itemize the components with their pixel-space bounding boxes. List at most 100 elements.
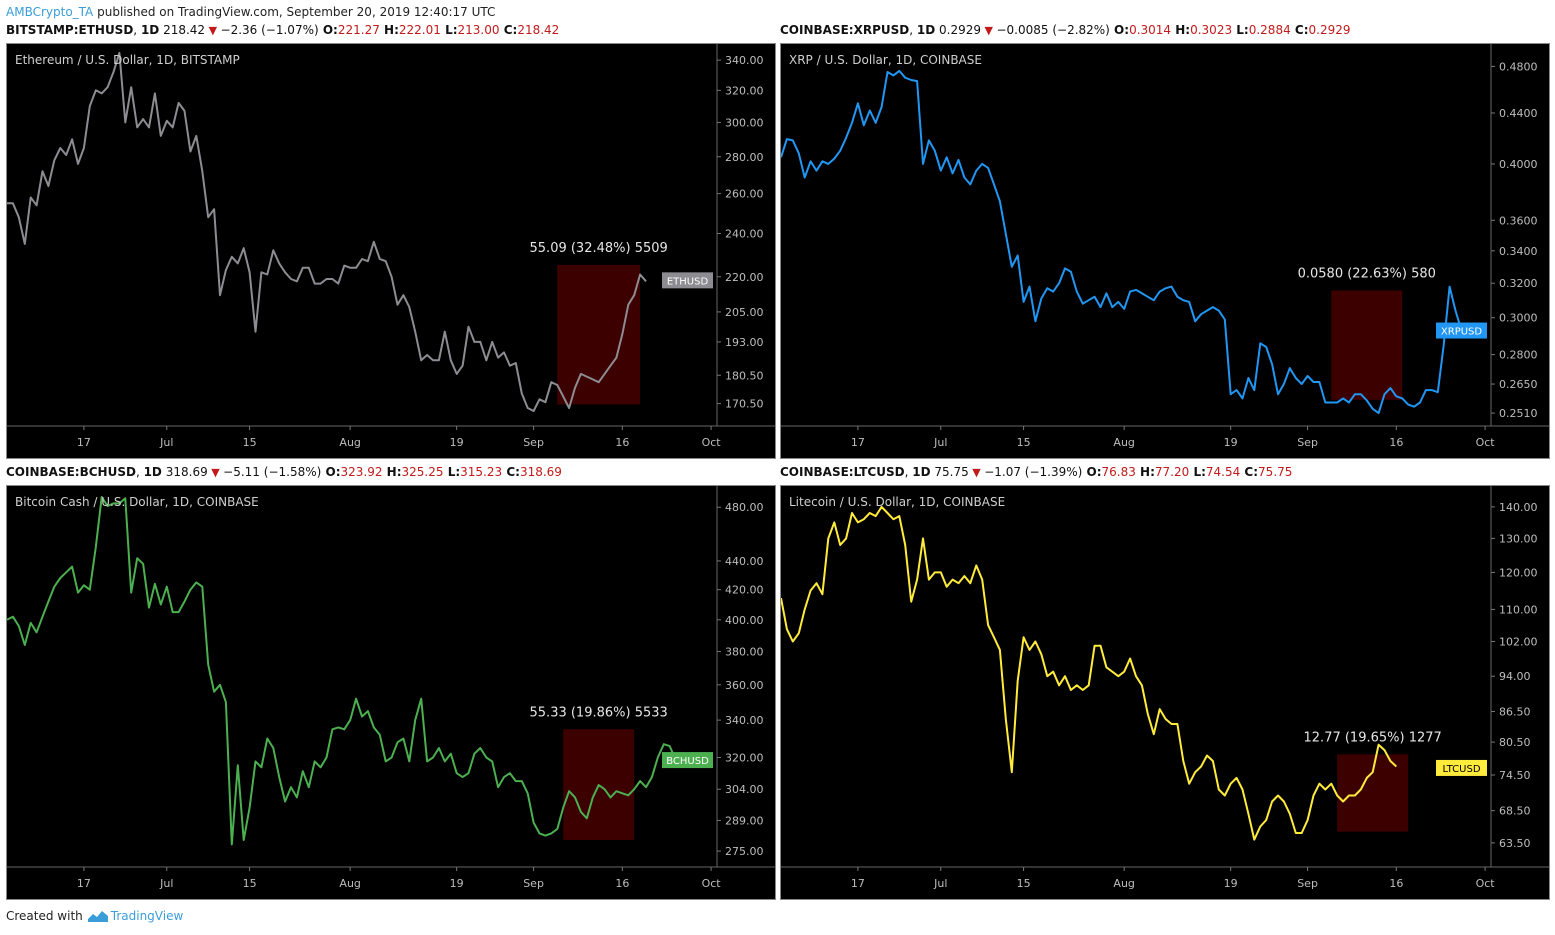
ohlc-value-h: 325.25 xyxy=(401,465,444,479)
y-tick-label: 68.50 xyxy=(1499,805,1531,818)
x-tick-label: Oct xyxy=(702,436,722,449)
ohlc-label-l: L: xyxy=(1189,465,1206,479)
price-series-line xyxy=(7,496,677,846)
x-tick-label: Aug xyxy=(339,877,360,890)
ohlc-value-c: 318.69 xyxy=(519,465,562,479)
last-price: 0.2929 xyxy=(939,23,982,37)
down-arrow-icon: ▼ xyxy=(205,24,221,37)
ohlc-value-o: 221.27 xyxy=(337,23,380,37)
ticker-badge-label: LTCUSD xyxy=(1442,764,1480,775)
ltc-chart-title: Litecoin / U.S. Dollar, 1D, COINBASE xyxy=(789,495,1006,509)
ohlc-label-l: L: xyxy=(443,465,461,479)
tradingview-logo-icon xyxy=(87,911,108,922)
ohlc-label-l: L: xyxy=(1232,23,1249,37)
chart-canvas: 480.00 440.00 420.00 400.00 380.00 360.00 340.… xyxy=(7,486,775,890)
x-tick-label: 16 xyxy=(615,877,629,890)
ohlc-label-h: H: xyxy=(382,465,402,479)
x-tick-label: Jul xyxy=(159,877,173,890)
y-tick-label: 80.50 xyxy=(1499,736,1531,749)
y-tick-label: 420.00 xyxy=(725,584,764,597)
x-tick-label: 15 xyxy=(243,877,257,890)
x-tick-label: Jul xyxy=(159,436,173,449)
x-tick-label: 15 xyxy=(1017,436,1031,449)
x-tick-label: Sep xyxy=(1297,877,1318,890)
xrp-chart-title: XRP / U.S. Dollar, 1D, COINBASE xyxy=(789,53,982,67)
price-change: −2.36 (−1.07%) xyxy=(220,23,319,37)
measure-box[interactable] xyxy=(557,264,641,405)
symbol-name: COINBASE:LTCUSD xyxy=(780,465,905,479)
ohlc-value-o: 323.92 xyxy=(340,465,383,479)
price-series-line xyxy=(781,69,1463,415)
measure-box[interactable] xyxy=(1337,754,1409,832)
y-tick-label: 0.2510 xyxy=(1499,407,1538,420)
price-series-line xyxy=(7,51,647,412)
price-change: −5.11 (−1.58%) xyxy=(223,465,322,479)
ohlc-value-h: 222.01 xyxy=(398,23,441,37)
measure-box[interactable] xyxy=(1331,290,1403,400)
ohlc-value-h: 77.20 xyxy=(1154,465,1190,479)
tradingview-link[interactable]: TradingView xyxy=(110,909,184,923)
interval-label: 1D xyxy=(916,23,936,37)
ohlc-label-h: H: xyxy=(379,23,399,37)
ohlc-label-c: C: xyxy=(1290,23,1309,37)
y-tick-label: 360.00 xyxy=(725,679,764,692)
y-tick-label: 63.50 xyxy=(1499,837,1531,850)
ticker-badge xyxy=(662,272,713,289)
y-tick-label: 180.50 xyxy=(725,369,764,382)
ohlc-value-c: 218.42 xyxy=(517,23,560,37)
y-tick-label: 170.50 xyxy=(725,398,764,411)
ohlc-label-c: C: xyxy=(502,465,520,479)
measure-label: 0.0580 (22.63%) 580 xyxy=(1298,266,1436,281)
x-tick-label: 15 xyxy=(1017,877,1031,890)
ohlc-value-c: 0.2929 xyxy=(1308,23,1351,37)
x-tick-label: Aug xyxy=(1113,877,1134,890)
bch-chart-panel[interactable]: 480.00 440.00 420.00 400.00 380.00 360.00 340.… xyxy=(6,485,776,900)
eth-chart-title: Ethereum / U.S. Dollar, 1D, BITSTAMP xyxy=(15,53,240,67)
ohlc-label-c: C: xyxy=(499,23,518,37)
y-tick-label: 304.00 xyxy=(725,783,764,796)
ltc-chart-panel[interactable]: 140.00 130.00 120.00 110.00 102.00 94.00 86.50… xyxy=(780,485,1550,900)
symbol-name: COINBASE:XRPUSD xyxy=(780,23,910,37)
x-tick-label: Sep xyxy=(523,877,544,890)
y-tick-label: 300.00 xyxy=(725,116,764,129)
ohlc-value-l: 0.2884 xyxy=(1248,23,1291,37)
x-tick-label: 19 xyxy=(1224,877,1238,890)
ticker-badge xyxy=(662,752,713,769)
x-tick-label: Oct xyxy=(702,877,722,890)
ticker-badge-label: BCHUSD xyxy=(666,756,709,767)
y-tick-label: 400.00 xyxy=(725,614,764,627)
x-tick-label: Oct xyxy=(1476,436,1496,449)
y-tick-label: 0.2800 xyxy=(1499,349,1538,362)
ticker-badge xyxy=(1436,322,1487,339)
ohlc-label-o: O: xyxy=(318,23,338,37)
down-arrow-icon: ▼ xyxy=(981,24,997,37)
author-link[interactable]: AMBCrypto_TA xyxy=(6,5,94,19)
ohlc-label-o: O: xyxy=(321,465,341,479)
y-tick-label: 120.00 xyxy=(1499,566,1538,579)
separator: , xyxy=(133,23,141,37)
y-tick-label: 320.00 xyxy=(725,84,764,97)
y-tick-label: 280.00 xyxy=(725,151,764,164)
eth-chart-panel[interactable]: 340.00 320.00 300.00 280.00 260.00 240.00 220.… xyxy=(6,43,776,459)
interval-label: 1D xyxy=(912,465,931,479)
ohlc-value-l: 213.00 xyxy=(457,23,500,37)
down-arrow-icon: ▼ xyxy=(968,466,985,479)
x-tick-label: Oct xyxy=(1476,877,1496,890)
y-tick-label: 86.50 xyxy=(1499,706,1531,719)
y-tick-label: 0.3400 xyxy=(1499,245,1538,258)
ticker-badge-label: ETHUSD xyxy=(667,276,709,287)
symbol-name: COINBASE:BCHUSD xyxy=(6,465,136,479)
x-tick-label: 19 xyxy=(1224,436,1238,449)
x-tick-label: 17 xyxy=(851,436,865,449)
separator: , xyxy=(909,23,917,37)
y-tick-label: 220.00 xyxy=(725,271,764,284)
price-series-line xyxy=(781,505,1397,841)
y-tick-label: 0.4800 xyxy=(1499,60,1538,73)
y-tick-label: 0.4400 xyxy=(1499,107,1538,120)
x-tick-label: Jul xyxy=(933,877,947,890)
ohlc-value-c: 75.75 xyxy=(1258,465,1293,479)
y-tick-label: 289.00 xyxy=(725,814,764,827)
xrp-chart-panel[interactable]: 0.4800 0.4400 0.4000 0.3600 0.3400 0.3200 0.30… xyxy=(780,43,1550,459)
y-tick-label: 0.3000 xyxy=(1499,312,1538,325)
ohlc-value-h: 0.3023 xyxy=(1190,23,1233,37)
